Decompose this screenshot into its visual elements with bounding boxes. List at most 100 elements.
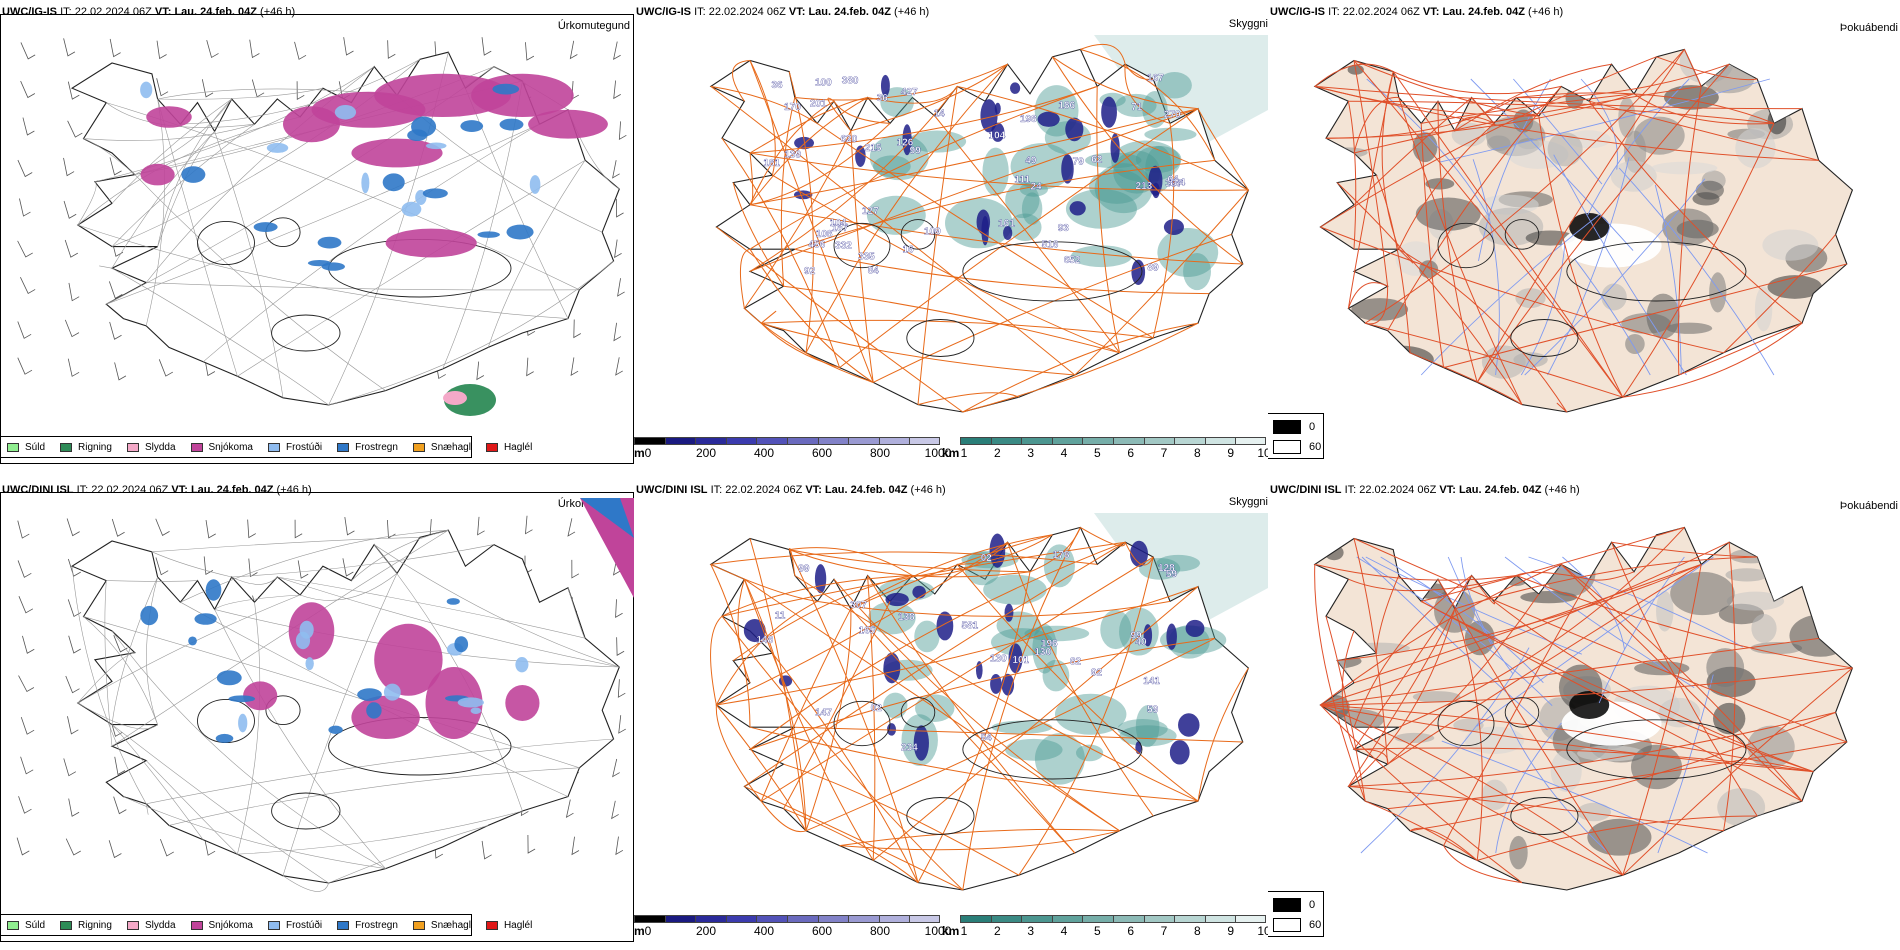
visibility-value-label: 148 [756,635,773,646]
river-line [1356,556,1553,707]
wind-barb [481,840,492,860]
colorbar-segment [634,437,665,445]
fog-index-area [1625,333,1645,355]
visibility-value-label: 128 [1158,563,1175,574]
road-line [716,226,964,413]
visibility-value-label: 198 [1020,114,1037,125]
road-line [867,575,1076,854]
road-line [1325,97,1517,139]
low-vis-area [1021,192,1043,225]
legend-label: Slydda [144,919,176,931]
visibility-value-label: 181 [763,158,780,169]
road-line [1348,100,1775,124]
road-line [1723,542,1736,831]
legend-label: Haglél [503,441,533,453]
fog-index-area [1670,571,1735,616]
road-line [789,549,1031,578]
fog-index-area [1786,535,1850,573]
road-line [328,825,489,884]
road-line [1443,263,1847,369]
distance-colorbar [960,915,1266,923]
frost-area [305,657,314,671]
colorbar-segment [1082,915,1113,923]
height-colorbar [634,915,940,923]
road-line [77,652,135,704]
visibility-value-label: 92 [1091,667,1103,678]
wind-barb [477,516,485,536]
road-line [1398,248,1568,413]
snow-area [146,106,192,128]
visibility-value-label: 111 [1014,174,1030,185]
road-line [1420,600,1814,773]
road-line [867,575,876,861]
road-line [1337,563,1702,662]
fog-index-area [1328,147,1368,158]
wind-barb [204,837,216,856]
road-line [567,587,586,639]
visibility-value-label: 79 [1073,156,1085,167]
road-line [1516,575,1853,669]
legend-item: Frostregn [333,442,398,453]
road-line [1348,575,1517,592]
fog-index-area [1577,802,1612,822]
colorbar-tick: 1000 [924,446,952,460]
road-line [867,86,958,104]
fog-index-map-dini: UWC/DINI ISL IT: 22.02.2024 06Z VT: Lau.… [1268,478,1900,950]
wind-barb [20,277,36,294]
road-line [962,322,1199,413]
wind-barb [22,635,35,654]
road-line [231,544,494,578]
road-line [1365,800,1478,861]
colorbar-tick: 800 [869,924,891,938]
glacier-outline [906,797,975,835]
wind-barb [613,322,622,342]
colorbar-segment [725,915,757,923]
low-vis-area [914,620,940,653]
fog-index-area [1412,691,1461,703]
visibility-value-label: 130 [1034,647,1051,658]
very-low-vis-area [1065,117,1084,142]
road-line [749,60,776,176]
legend-item: Snjókoma [187,920,253,931]
road-line [1420,600,1803,802]
visibility-value-label: 270 [1164,110,1181,121]
road-line [1353,97,1472,206]
road-line [760,556,1154,802]
glacier-outline [900,219,936,250]
colorbar-tick: 9 [1227,446,1234,460]
very-low-vis-area [1037,111,1060,127]
frost-area [383,683,401,701]
road-line [721,615,964,891]
colorbar-segment [1235,437,1266,445]
precip-type-map-igis: UWC/IG-IS IT: 22.02.2024 06Z VT: Lau. 24… [0,0,634,476]
glacier-outline [1504,219,1540,250]
very-low-vis-area [1185,619,1205,637]
frost-area [580,498,634,538]
frost-area [266,142,289,153]
fog-index-area [1432,552,1455,573]
visibility-map-igis: UWC/IG-IS IT: 22.02.2024 06Z VT: Lau. 24… [634,0,1268,476]
road-line [1454,608,1483,861]
visibility-value-label: 02 [871,703,883,714]
road-line [111,267,329,406]
panel-title: Úrkomutegund [557,20,630,32]
wind-barb [68,282,80,302]
glacier-outline [1437,700,1495,747]
river-line [1654,184,1682,376]
fog-index-area [1767,275,1823,299]
wind-barb [294,41,307,60]
fog-index-area [1320,759,1352,779]
frost-area [454,636,469,653]
road-line [850,608,1076,854]
colorbar-segment [960,437,991,445]
legend-label: Rigning [78,441,112,453]
very-low-vis-area [1178,713,1200,737]
fog-index-area [1601,283,1627,311]
colorbar-segment [1051,437,1083,445]
fog-index-area [1709,272,1727,313]
wind-barb [616,637,625,656]
glacier-outline [962,719,1143,780]
river-line [1587,78,1690,216]
road-line [872,586,1199,861]
wind-barb [67,599,82,618]
